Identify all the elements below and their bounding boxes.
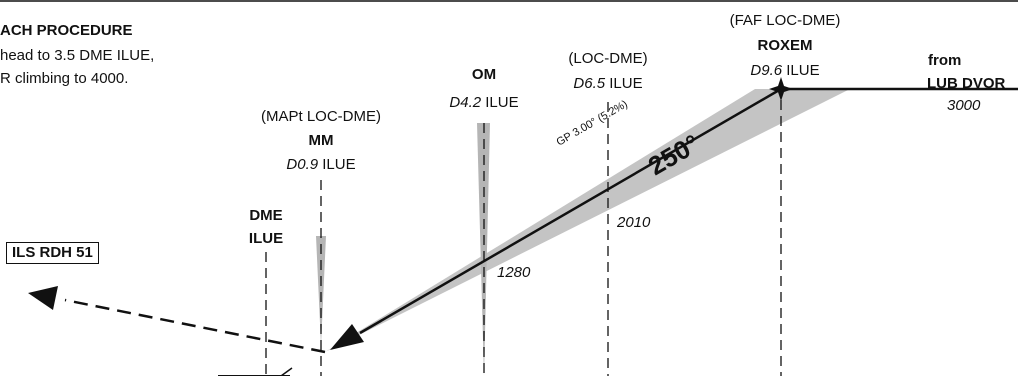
missed-approach-line1: head to 3.5 DME ILUE,: [0, 47, 155, 64]
missed-approach-path: [64, 298, 326, 354]
from-word: from: [928, 52, 962, 69]
from-altitude: 3000: [947, 97, 981, 114]
mapt-distance: D0.9 ILUE: [286, 156, 356, 173]
glidepath-cone: [325, 89, 850, 352]
om-name: OM: [471, 66, 497, 83]
om-marker-cone: [477, 123, 490, 376]
mm-marker-cone: [316, 236, 326, 345]
final-approach-path: [359, 87, 782, 335]
missed-approach-line2: R climbing to 4000.: [0, 70, 129, 87]
dme-ilue-line2: ILUE: [248, 230, 284, 247]
gp-angle-label: GP 3.00° (5.2%): [555, 98, 630, 148]
missed-approach-title: ACH PROCEDURE: [0, 22, 133, 39]
faf-fix-symbol: [769, 77, 793, 101]
from-station: LUB DVOR: [927, 75, 1006, 92]
loc-dme-distance: D6.5 ILUE: [573, 75, 643, 92]
faf-name: ROXEM: [757, 37, 813, 54]
loc-dme-title: (LOC-DME): [568, 50, 648, 67]
loc-dme-altitude: 2010: [617, 214, 651, 231]
descent-arrowhead: [330, 324, 364, 350]
dme-ilue-line1: DME: [249, 207, 283, 224]
faf-title: (FAF LOC-DME): [729, 12, 841, 29]
faf-distance: D9.6 ILUE: [750, 62, 820, 79]
om-altitude: 1280: [497, 264, 531, 281]
rdh-box: ILS RDH 51: [6, 242, 99, 264]
mapt-name: MM: [308, 132, 334, 149]
om-distance: D4.2 ILUE: [449, 94, 519, 111]
missed-approach-arrowhead: [28, 286, 58, 310]
mapt-title: (MAPt LOC-DME): [261, 108, 381, 125]
